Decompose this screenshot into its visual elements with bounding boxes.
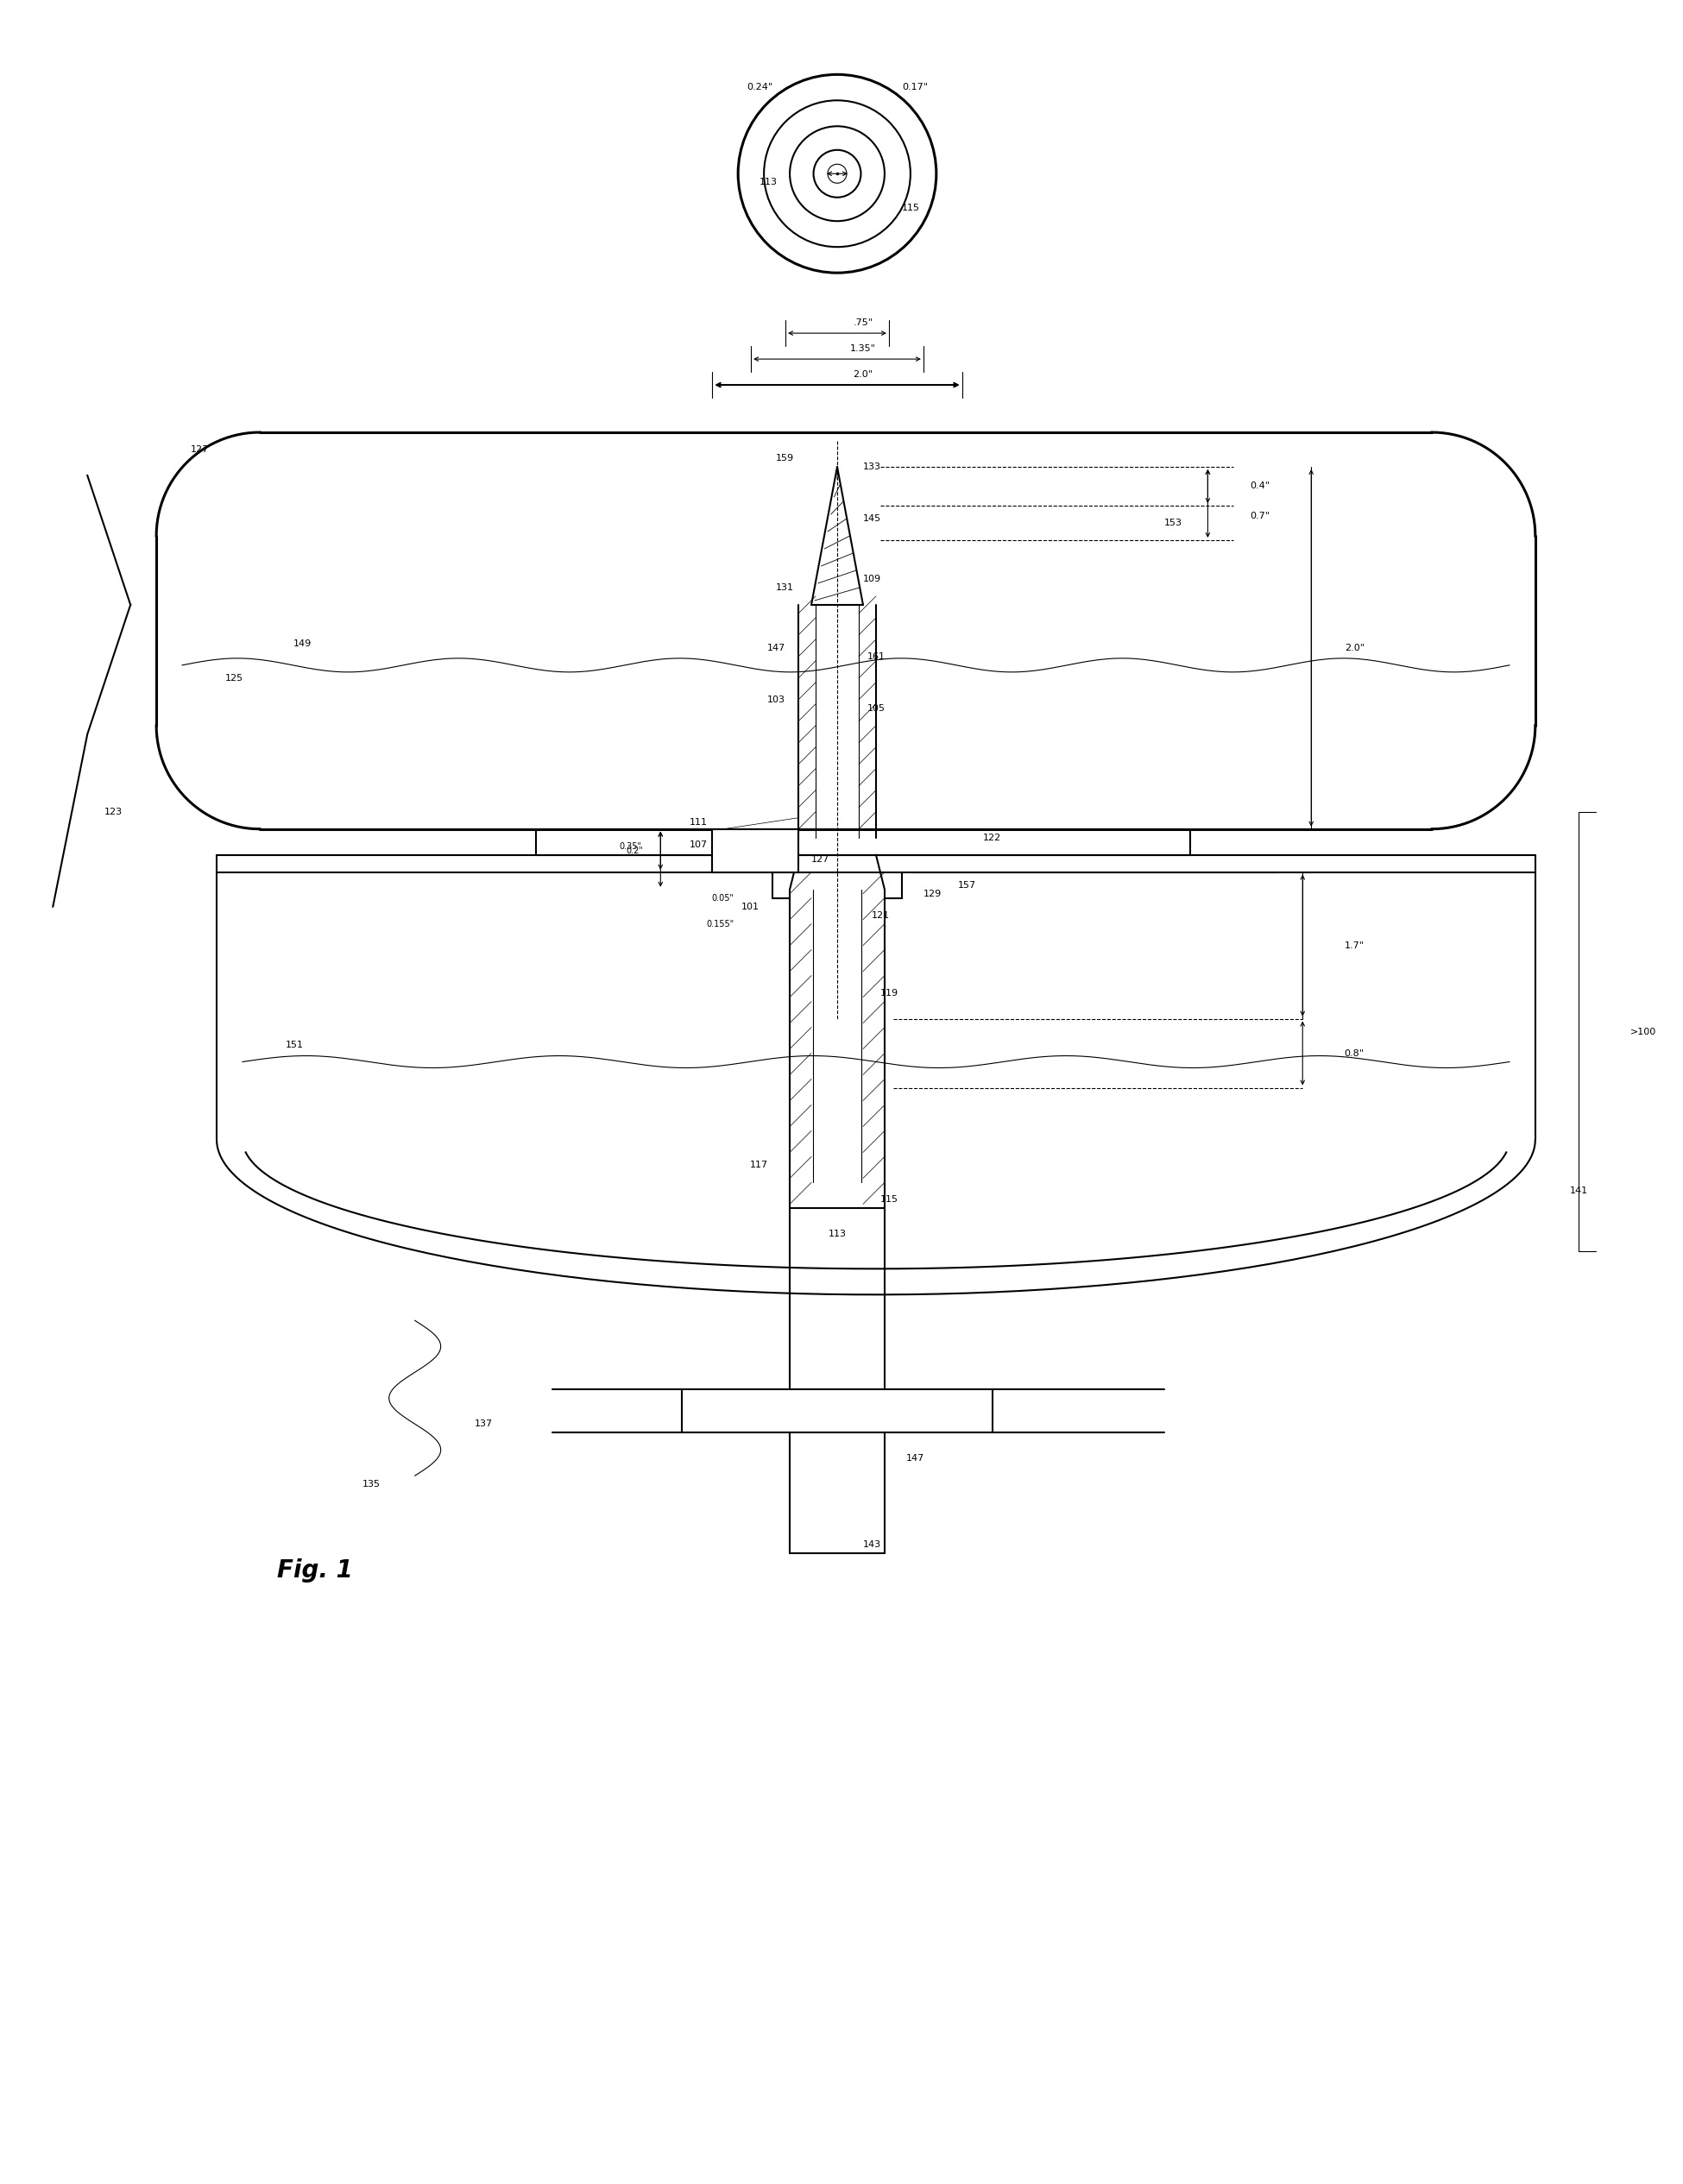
Text: 135: 135: [364, 1481, 380, 1489]
Text: 133: 133: [863, 463, 882, 472]
Text: 127: 127: [190, 446, 209, 454]
Text: >100: >100: [1631, 1026, 1656, 1035]
Text: 159: 159: [776, 454, 794, 463]
Text: 115: 115: [880, 1195, 899, 1203]
Text: 157: 157: [958, 880, 976, 889]
Text: 107: 107: [690, 841, 709, 850]
Text: 0.155": 0.155": [705, 919, 734, 928]
Text: 113: 113: [828, 1230, 847, 1238]
Text: 109: 109: [863, 574, 882, 583]
Text: 137: 137: [475, 1420, 493, 1428]
Text: 147: 147: [905, 1455, 924, 1463]
Text: 117: 117: [751, 1162, 767, 1171]
Text: 2.0": 2.0": [853, 371, 873, 378]
Text: 141: 141: [1570, 1186, 1589, 1195]
Text: 0.05": 0.05": [712, 893, 734, 902]
Text: 105: 105: [867, 703, 885, 712]
Text: 127: 127: [811, 854, 830, 863]
Text: 161: 161: [867, 653, 885, 662]
Text: 111: 111: [690, 817, 709, 826]
Text: 2.0": 2.0": [1345, 644, 1365, 653]
Text: 101: 101: [742, 902, 759, 911]
Text: 103: 103: [767, 695, 786, 703]
Text: 147: 147: [767, 644, 786, 653]
Text: 0.17": 0.17": [902, 83, 927, 92]
Text: 1.35": 1.35": [850, 345, 875, 354]
Text: 0.35": 0.35": [619, 841, 641, 850]
Text: 0.7": 0.7": [1249, 511, 1269, 520]
Text: 122: 122: [983, 834, 1001, 843]
Text: 143: 143: [863, 1540, 882, 1548]
Bar: [712, 830, 798, 871]
Text: 131: 131: [776, 583, 794, 592]
Text: 0.4": 0.4": [1249, 483, 1269, 491]
Text: 149: 149: [293, 640, 311, 649]
Text: .75": .75": [853, 319, 873, 328]
Text: Fig. 1: Fig. 1: [278, 1559, 353, 1583]
Text: 151: 151: [284, 1040, 303, 1048]
Text: 119: 119: [880, 989, 899, 998]
Text: 121: 121: [872, 911, 890, 919]
Text: 115: 115: [902, 203, 919, 212]
Text: 123: 123: [104, 808, 123, 817]
Text: 113: 113: [759, 177, 778, 186]
Text: 0.2": 0.2": [626, 845, 643, 854]
Text: 0.8": 0.8": [1345, 1048, 1365, 1057]
Text: 129: 129: [924, 889, 942, 898]
Text: 0.24": 0.24": [747, 83, 772, 92]
Text: 1.7": 1.7": [1345, 941, 1365, 950]
Text: 153: 153: [1165, 518, 1183, 526]
Text: 125: 125: [226, 675, 242, 681]
Text: 145: 145: [863, 513, 882, 522]
